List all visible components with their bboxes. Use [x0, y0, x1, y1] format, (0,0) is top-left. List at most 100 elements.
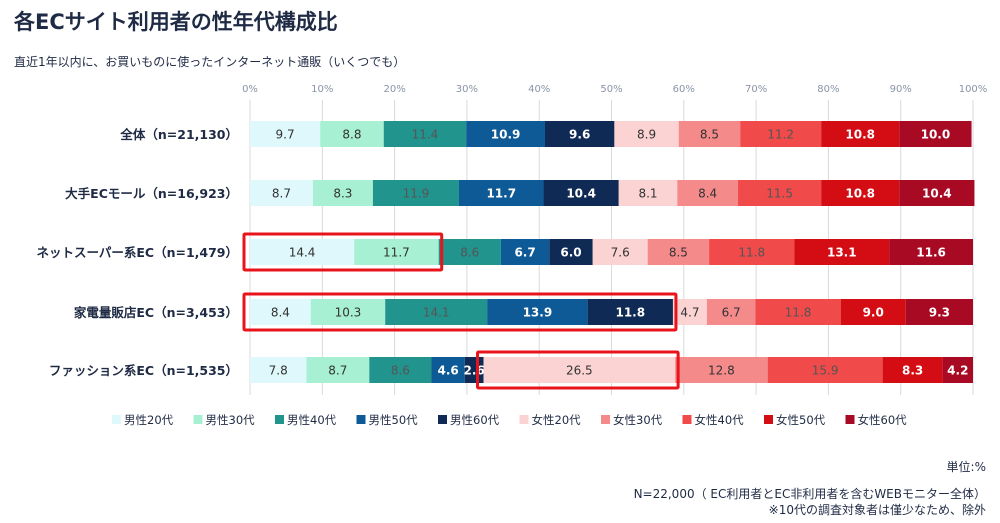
bar-segment: [882, 357, 943, 383]
bar-segment: [500, 239, 550, 265]
category-label: 全体（n=21,130）: [119, 127, 238, 142]
bar-segment: [385, 299, 488, 325]
data-label: 8.9: [637, 128, 656, 142]
legend-swatch: [601, 415, 610, 424]
data-label: 2.6: [463, 364, 484, 378]
data-label: 6.0: [560, 246, 581, 260]
data-label: 26.5: [566, 364, 593, 378]
bar-segment: [767, 357, 883, 383]
bar-segment: [438, 239, 501, 265]
x-tick-label: 90%: [890, 84, 912, 95]
data-label: 11.2: [767, 128, 794, 142]
legend-swatch: [519, 415, 529, 424]
bar-segment: [794, 239, 890, 265]
data-label: 10.4: [566, 187, 596, 201]
x-tick-label: 20%: [383, 84, 405, 95]
legend-swatch: [356, 415, 366, 424]
bar-segment: [549, 239, 593, 265]
data-label: 11.6: [916, 246, 946, 260]
data-label: 10.3: [335, 306, 362, 320]
data-label: 11.8: [615, 306, 645, 320]
bar-segment: [942, 357, 973, 383]
legend-label: 女性30代: [613, 413, 663, 427]
legend-label: 女性40代: [695, 413, 745, 427]
legend-label: 女性50代: [776, 413, 826, 427]
data-label: 8.1: [638, 187, 657, 201]
data-label: 8.5: [700, 128, 719, 142]
bar-segment: [354, 239, 439, 265]
legend-label: 女性20代: [532, 413, 582, 427]
data-label: 8.4: [698, 187, 717, 201]
bar-segment: [677, 180, 739, 206]
bar-segment: [544, 121, 615, 147]
data-label: 13.1: [827, 246, 857, 260]
data-label: 11.8: [785, 306, 812, 320]
data-label: 8.7: [272, 187, 291, 201]
x-tick-label: 0%: [242, 84, 258, 95]
data-label: 11.7: [383, 246, 410, 260]
highlight-box: [242, 292, 678, 332]
data-label: 10.9: [491, 128, 521, 142]
bar-segment: [431, 357, 465, 383]
data-label: 11.4: [412, 128, 439, 142]
data-label: 8.6: [391, 364, 410, 378]
bar-segment: [250, 180, 313, 206]
data-label: 15.9: [812, 364, 839, 378]
category-label: ファッション系EC（n=1,535）: [49, 363, 238, 378]
bar-segment: [738, 180, 822, 206]
exclusion-note: ※10代の調査対象者は僅少なため、除外: [768, 503, 986, 517]
sample-size-note: N=22,000（ EC利用者とEC非利用者を含むWEBモニター全体）: [633, 487, 986, 501]
bar-segment: [483, 357, 676, 383]
bar-segment: [672, 299, 707, 325]
bar-segment: [250, 239, 355, 265]
bar-segment: [320, 121, 384, 147]
legend-swatch: [275, 415, 284, 424]
bar-segment: [709, 239, 795, 265]
data-label: 11.7: [486, 187, 516, 201]
legend-label: 男性30代: [206, 413, 256, 427]
data-label: 14.4: [289, 246, 316, 260]
data-label: 11.9: [403, 187, 430, 201]
bar-segment: [458, 180, 544, 206]
category-label: 大手ECモール（n=16,923）: [65, 186, 238, 201]
data-label: 6.7: [722, 306, 741, 320]
data-label: 4.7: [680, 306, 699, 320]
bar-segment: [587, 299, 673, 325]
data-label: 9.0: [863, 306, 884, 320]
bar-segment: [543, 180, 619, 206]
x-tick-label: 50%: [600, 84, 622, 95]
data-label: 10.4: [922, 187, 952, 201]
bar-segment: [899, 121, 972, 147]
bar-segment: [840, 299, 906, 325]
bar-segment: [372, 180, 459, 206]
data-label: 8.8: [342, 128, 361, 142]
data-label: 7.8: [269, 364, 288, 378]
data-label: 8.4: [271, 306, 290, 320]
category-label: ネットスーパー系EC（n=1,479）: [37, 245, 239, 260]
data-label: 8.7: [328, 364, 347, 378]
highlight-box: [476, 350, 680, 390]
legend-swatch: [193, 415, 203, 424]
x-tick-label: 60%: [673, 84, 695, 95]
data-label: 8.5: [669, 246, 688, 260]
data-label: 9.6: [569, 128, 590, 142]
data-label: 4.6: [437, 364, 458, 378]
bar-segment: [250, 121, 321, 147]
bar-segment: [250, 357, 307, 383]
data-label: 10.0: [921, 128, 951, 142]
x-tick-label: 70%: [745, 84, 767, 95]
highlight-box: [242, 232, 444, 272]
bar-segment: [821, 180, 900, 206]
data-label: 9.7: [276, 128, 295, 142]
bar-segment: [306, 357, 370, 383]
data-label: 12.8: [708, 364, 735, 378]
bar-segment: [250, 299, 311, 325]
data-label: 6.7: [514, 246, 535, 260]
bar-segment: [889, 239, 973, 265]
legend-swatch: [764, 415, 773, 424]
bar-segment: [821, 121, 900, 147]
x-tick-label: 40%: [528, 84, 550, 95]
bar-segment: [899, 180, 975, 206]
legend-swatch: [438, 415, 447, 424]
